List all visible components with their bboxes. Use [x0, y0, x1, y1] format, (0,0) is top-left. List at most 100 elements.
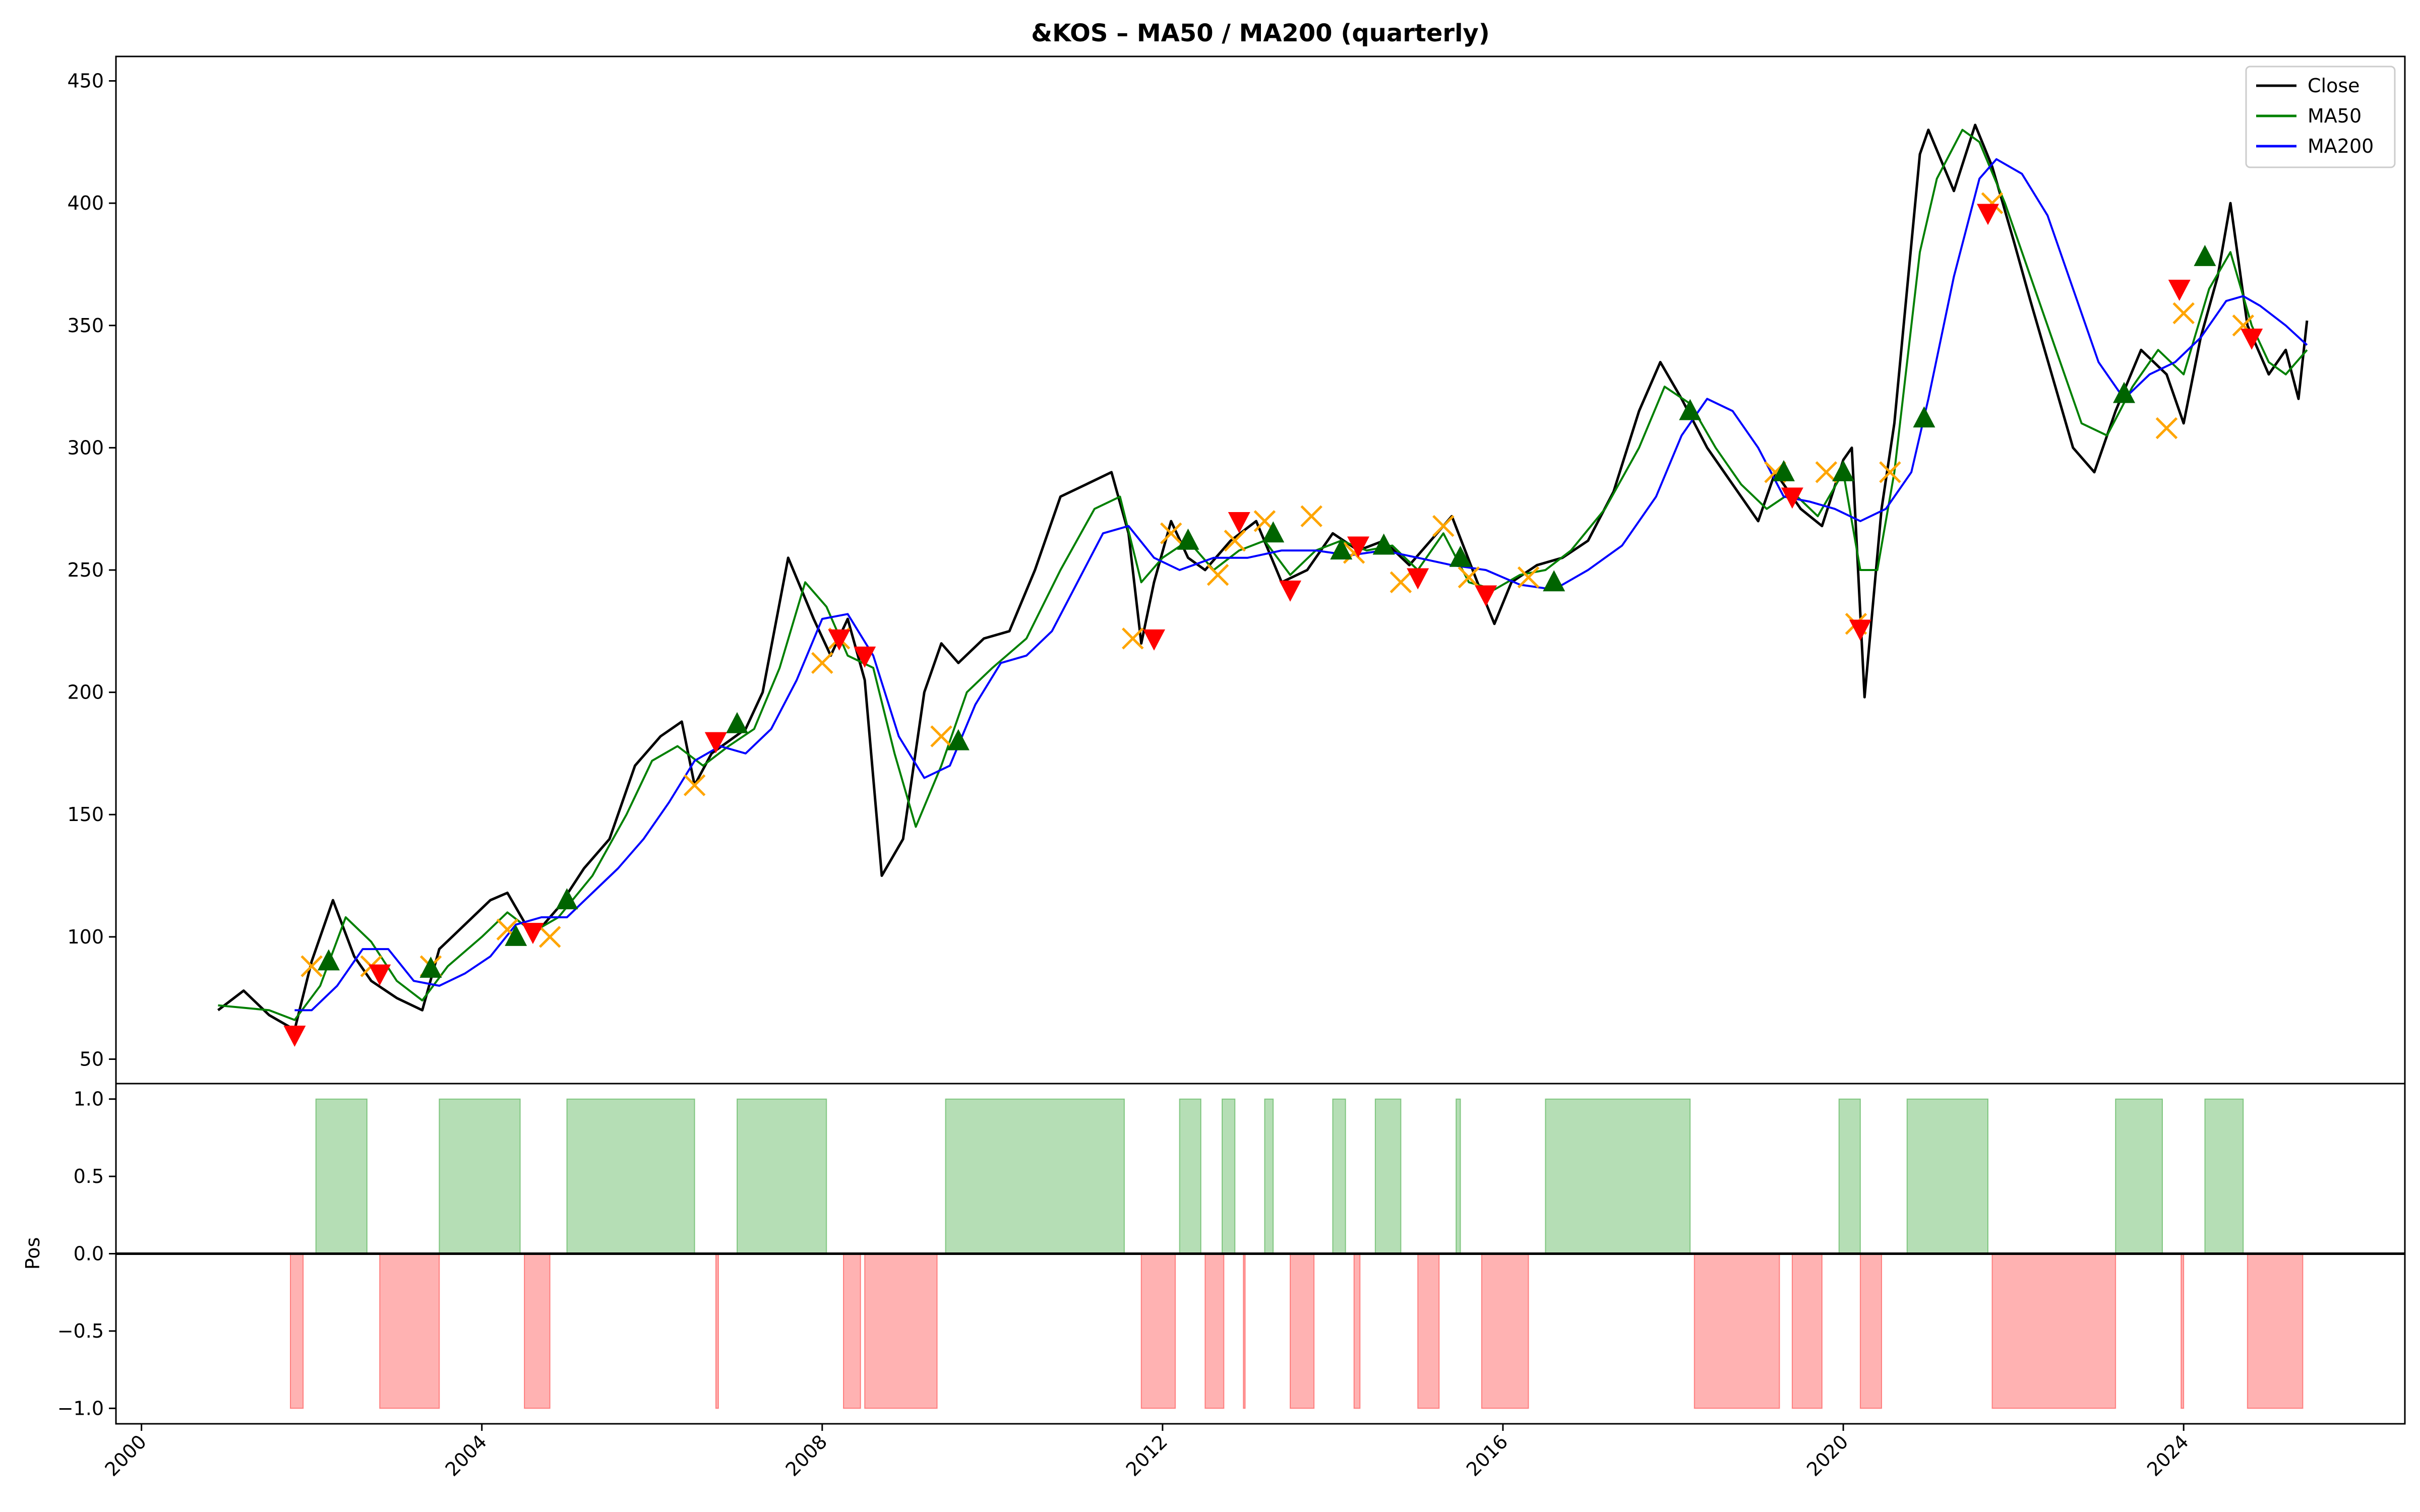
long-position-band — [1264, 1098, 1274, 1254]
buy-marker — [419, 956, 442, 978]
buy-marker — [2194, 244, 2216, 266]
exit-marker — [2172, 302, 2195, 325]
exit-marker — [1879, 461, 1901, 483]
exit-marker — [1389, 571, 1412, 594]
series-ma200-line — [294, 158, 2308, 1012]
sell-marker — [1781, 487, 1803, 509]
price-panel: 50 100 150 200 250 300 350 400 450 Close MA50 MA20… — [67, 55, 2406, 1085]
short-position-band — [1204, 1253, 1225, 1409]
long-position-band — [737, 1098, 827, 1254]
sell-marker — [1228, 512, 1250, 533]
y-tick-label: 250 — [67, 559, 104, 581]
sell-marker — [521, 923, 544, 944]
buy-marker — [726, 712, 749, 733]
exit-marker — [1458, 566, 1480, 589]
exit-marker — [1224, 530, 1246, 552]
exit-marker — [811, 652, 833, 674]
buy-marker — [317, 949, 340, 971]
short-position-band — [1353, 1253, 1361, 1409]
sell-marker — [1143, 629, 1166, 651]
y-tick-label: 400 — [67, 192, 104, 214]
y-tick-label: 150 — [67, 803, 104, 826]
exit-marker — [300, 955, 323, 977]
short-position-band — [2181, 1253, 2185, 1409]
short-position-band — [1290, 1253, 1315, 1409]
exit-marker — [1160, 522, 1182, 544]
sell-marker — [1279, 580, 1302, 602]
y-tick-label: 300 — [67, 436, 104, 459]
short-position-band — [2247, 1253, 2304, 1409]
pos-y-tick-label: −0.5 — [57, 1320, 104, 1342]
long-position-band — [1222, 1098, 1236, 1254]
pos-y-tick-label: 1.0 — [74, 1088, 104, 1110]
position-panel: 1.0 0.5 0.0 −0.5 −1.0 Pos — [22, 1083, 2406, 1425]
short-position-band — [379, 1253, 440, 1409]
y-tick-label: 350 — [67, 314, 104, 337]
long-position-band — [2115, 1098, 2163, 1254]
buy-marker — [2113, 382, 2136, 403]
long-position-band — [1374, 1098, 1402, 1254]
long-position-band — [566, 1098, 695, 1254]
y-tick-label: 200 — [67, 681, 104, 704]
buy-marker — [1372, 533, 1395, 555]
sell-marker — [828, 629, 851, 651]
sell-marker — [369, 964, 391, 986]
short-position-band — [1481, 1253, 1529, 1409]
short-position-band — [1243, 1253, 1246, 1409]
legend-label: Close — [2308, 75, 2360, 97]
short-position-band — [524, 1253, 551, 1409]
exit-marker — [1300, 505, 1323, 528]
long-position-band — [1456, 1098, 1461, 1254]
y-tick-label: 50 — [80, 1048, 104, 1070]
short-position-band — [1693, 1253, 1780, 1409]
exit-marker — [1206, 563, 1229, 586]
y-tick-label: 450 — [67, 70, 104, 92]
long-position-band — [1545, 1098, 1691, 1254]
exit-marker — [930, 725, 952, 747]
short-position-band — [1791, 1253, 1823, 1409]
pos-y-tick-label: −1.0 — [57, 1397, 104, 1419]
sell-marker — [2241, 329, 2263, 350]
buy-marker — [505, 924, 527, 946]
pos-y-tick-label: 0.5 — [74, 1165, 104, 1187]
long-position-band — [1179, 1098, 1201, 1254]
short-position-band — [289, 1253, 304, 1409]
y-tick-label: 100 — [67, 926, 104, 948]
sell-marker — [1849, 619, 1871, 641]
buy-marker — [1679, 399, 1702, 420]
long-position-band — [945, 1098, 1125, 1254]
buy-marker — [1543, 570, 1565, 592]
sell-marker — [1475, 585, 1497, 607]
short-position-band — [1140, 1253, 1176, 1409]
buy-marker — [1913, 406, 1935, 428]
buy-marker — [1330, 538, 1353, 560]
buy-marker — [556, 888, 578, 910]
long-position-band — [1906, 1098, 1989, 1254]
buy-marker — [1832, 460, 1855, 481]
short-position-band — [1859, 1253, 1883, 1409]
sell-marker — [283, 1025, 306, 1047]
short-position-band — [843, 1253, 861, 1409]
long-position-band — [2204, 1098, 2244, 1254]
sell-marker — [704, 732, 727, 753]
exit-marker — [538, 926, 561, 948]
long-position-band — [1332, 1098, 1346, 1254]
buy-marker — [1177, 528, 1199, 550]
position-ylabel: Pos — [22, 1237, 44, 1270]
short-position-band — [715, 1253, 719, 1409]
short-position-band — [1991, 1253, 2116, 1409]
legend: Close MA50 MA200 — [2245, 66, 2396, 168]
pos-y-tick-label: 0.0 — [74, 1243, 104, 1265]
sell-marker — [2168, 279, 2191, 301]
long-position-band — [315, 1098, 368, 1254]
legend-box — [2245, 66, 2396, 168]
buy-marker — [1772, 460, 1795, 481]
exit-marker — [1122, 627, 1144, 650]
buy-marker — [1449, 545, 1472, 567]
sell-marker — [1407, 568, 1429, 590]
buy-marker — [1262, 521, 1285, 543]
legend-label: MA200 — [2308, 135, 2374, 157]
short-position-band — [864, 1253, 938, 1409]
exit-marker — [1815, 461, 1838, 483]
